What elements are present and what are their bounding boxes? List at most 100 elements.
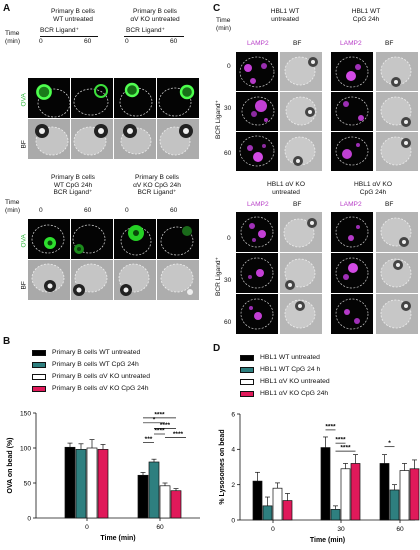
group1-t0: 0 (39, 38, 43, 45)
d-legend-label-3: HBL1 αV KO untreated (260, 378, 330, 385)
panel-a-time-unit-2: (min) (5, 207, 21, 214)
d-xtick-label-1: 30 (337, 526, 345, 533)
micrograph-a4-bf-0 (114, 260, 156, 300)
d-legend-label-1: HBL1 WT untreated (260, 354, 320, 361)
b-bar-0-1 (137, 474, 149, 519)
c-group2-line2: CpG 24h (352, 15, 380, 23)
c-group4-bf: BF (385, 201, 394, 208)
d-legend-label-2: HBL1 WT CpG 24 h (260, 366, 321, 373)
b-legend-swatch-4 (32, 386, 46, 392)
d-bar-1-1 (330, 509, 341, 521)
panel-a-ova-label-top: OVA (20, 93, 28, 107)
micrograph-a3-bf-60 (71, 260, 113, 300)
b-xtick-label-0: 0 (85, 524, 89, 531)
c-ko-cpg-lamp2-0 (331, 212, 373, 252)
d-legend-label-4: HBL1 αV KO CpG 24h (260, 390, 329, 397)
group1-ligand-label: BCR Ligand⁺ (40, 27, 80, 34)
c-wt-cpg-lamp2-0 (331, 52, 373, 91)
panel-a-group2-title: Primary B cells αV KO untreated (112, 8, 198, 23)
panel-c-letter: C (213, 3, 221, 14)
group4-t0: 0 (125, 207, 129, 214)
c-ko-untr-lamp2-30 (236, 253, 278, 293)
c-wt-cpg-bf-60 (376, 132, 418, 171)
d-sig-label-2: **** (340, 445, 351, 452)
c-top-side-label: BCR Ligand⁺ (215, 99, 222, 139)
panel-c-group4-title: HBL1 αV KO CpG 24h (340, 181, 406, 196)
b-legend-label-1: Primary B cells WT untreated (52, 349, 141, 356)
b-ytick-label-1: 50 (24, 480, 32, 487)
b-bar-3-0 (97, 449, 109, 519)
c-wt-cpg-bf-0 (376, 52, 418, 91)
micrograph-a2-ova-60 (157, 78, 199, 118)
micrograph-a3-ova-60 (71, 219, 113, 259)
panel-c-time-label: Time (216, 17, 231, 24)
d-ytick-label-3: 6 (231, 411, 235, 418)
group2-t60: 60 (170, 38, 178, 45)
b-ytick-label-0: 0 (27, 515, 31, 522)
c-wt-cpg-lamp2-60 (331, 132, 373, 171)
micrograph-a2-bf-60 (157, 119, 199, 159)
group4-title-line1: Primary B cells (135, 174, 179, 181)
c-group4-lamp2: LAMP2 (340, 201, 362, 208)
c-wt-untr-lamp2-60 (236, 132, 278, 171)
c-bottom-t30: 30 (224, 277, 232, 284)
d-ytick-label-1: 2 (231, 482, 235, 489)
b-legend-swatch-1 (32, 350, 46, 356)
micrograph-a1-bf-60 (71, 119, 113, 159)
micrograph-a4-bf-60 (157, 260, 199, 300)
d-sig-label-0: **** (325, 423, 336, 430)
c-group3-bf: BF (293, 201, 302, 208)
b-xlabel: Time (min) (100, 535, 135, 542)
b-ylabel: OVA on bead (%) (7, 438, 14, 494)
micrograph-a3-ova-0 (28, 219, 70, 259)
c-wt-untr-bf-60 (280, 132, 322, 171)
panel-a-group3-title: Primary B cells WT CpG 24h BCR Ligand⁺ (33, 174, 113, 197)
d-bar-3-1 (350, 463, 361, 521)
micrograph-a2-bf-0 (114, 119, 156, 159)
panel-d-letter: D (213, 343, 221, 354)
panel-a-bf-label-bottom: BF (20, 281, 28, 290)
c-group3-line1: HBL1 αV KO (267, 181, 305, 188)
c-ko-cpg-bf-60 (376, 294, 418, 334)
micrograph-a1-ova-0 (28, 78, 70, 118)
d-bar-1-0 (262, 505, 273, 521)
group2-ligand-label: BCR Ligand⁺ (126, 27, 166, 34)
c-group4-line1: HBL1 αV KO (354, 181, 392, 188)
group3-title-line2: WT CpG 24h (53, 181, 93, 189)
c-group1-bf: BF (293, 40, 302, 47)
panel-c-time-unit: (min) (216, 25, 232, 32)
b-bar-2-0 (86, 447, 98, 519)
d-xlabel: Time (min) (310, 537, 345, 544)
panel-a-group4-title: Primary B cells αV KO CpG 24h BCR Ligand… (112, 174, 202, 197)
d-bar-0-2 (379, 463, 390, 521)
b-bar-3-1 (170, 490, 182, 519)
micrograph-a3-bf-0 (28, 260, 70, 300)
micrograph-a1-ova-60 (71, 78, 113, 118)
c-ko-cpg-bf-0 (376, 212, 418, 252)
d-sig-label-3: * (388, 440, 391, 447)
d-legend-swatch-2 (240, 367, 254, 373)
panel-c-group1-title: HBL1 WT untreated (255, 8, 315, 23)
panel-c-group2-title: HBL1 WT CpG 24h (336, 8, 396, 23)
d-legend-swatch-3 (240, 379, 254, 385)
c-bottom-t60: 60 (224, 319, 232, 326)
b-ytick-label-2: 100 (20, 445, 31, 452)
c-wt-untr-lamp2-0 (236, 52, 278, 91)
d-bar-0-1 (320, 447, 331, 521)
micrograph-a4-ova-60 (157, 219, 199, 259)
c-ko-untr-lamp2-0 (236, 212, 278, 252)
b-xtick-label-1: 60 (156, 524, 164, 531)
b-ytick-label-3: 150 (20, 410, 31, 417)
c-wt-untr-bf-30 (280, 92, 322, 131)
group3-t0: 0 (39, 207, 43, 214)
b-legend-swatch-3 (32, 374, 46, 380)
group2-title-line1: Primary B cells (133, 8, 177, 15)
b-sig-label-0: **** (154, 411, 165, 418)
d-bar-3-0 (282, 500, 293, 521)
d-xtick-label-0: 0 (271, 526, 275, 533)
panel-a-group1-title: Primary B cells WT untreated (33, 8, 113, 23)
panel-a-time-label-2: Time (5, 199, 20, 206)
panel-a-time-label: Time (5, 30, 20, 37)
group2-title-line2: αV KO untreated (130, 15, 180, 23)
c-group3-line2: untreated (272, 188, 300, 196)
